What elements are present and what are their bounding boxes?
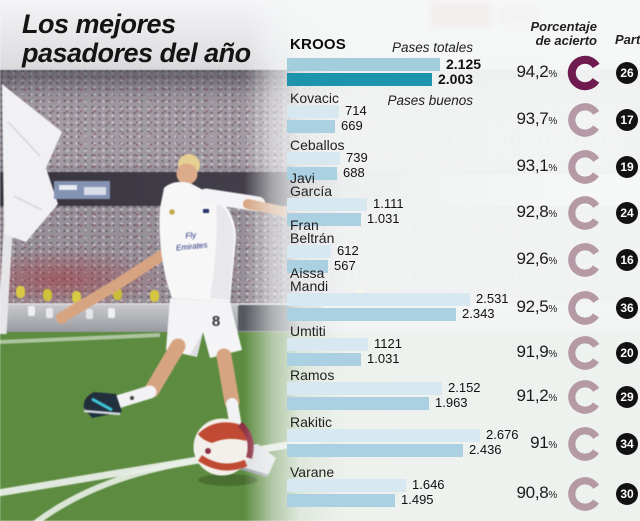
pases-totales-value: 1.646: [412, 477, 445, 492]
pases-buenos-value: 1.031: [367, 351, 400, 366]
page-title: Los mejores pasadores del año: [22, 9, 251, 68]
player-name: Ceballos: [290, 137, 345, 153]
accuracy-donut: [567, 55, 603, 91]
pases-buenos-bar: [287, 260, 328, 273]
participation-badge: 26: [616, 62, 638, 84]
percent-column-header: Porcentaje de acierto: [530, 19, 597, 49]
passers-chart: Porcentaje de acierto Part. Pases totale…: [285, 0, 640, 521]
accuracy-donut: [568, 150, 602, 184]
pases-buenos-bar: [287, 167, 337, 180]
accuracy-percent: 91,2%: [516, 386, 558, 405]
player-name: Rakitic: [290, 414, 333, 430]
accuracy-donut: [568, 336, 602, 370]
pases-totales-value: 2.531: [476, 291, 509, 306]
accuracy-donut: [568, 477, 602, 511]
pases-buenos-value: 1.495: [401, 492, 434, 507]
pases-totales-value: 1121: [374, 336, 402, 351]
player-name: Umtiti: [290, 323, 326, 339]
percent-sign: %: [548, 209, 557, 220]
player-name: Javi García: [290, 170, 333, 199]
pases-buenos-bar: [287, 397, 429, 410]
participation-badge: 16: [616, 249, 638, 271]
pases-buenos-value: 688: [343, 165, 365, 180]
player-name: KROOS: [290, 36, 347, 53]
pases-buenos-bar: [287, 444, 463, 457]
percent-sign: %: [548, 304, 557, 315]
series-label-pases-totales: Pases totales: [391, 40, 473, 55]
accuracy-donut: [568, 243, 602, 277]
pases-totales-bar: [287, 105, 339, 118]
player-name: Kovacic: [290, 90, 340, 106]
accuracy-percent: 90,8%: [516, 483, 558, 502]
pases-totales-value: 739: [346, 150, 368, 165]
pases-buenos-bar: [287, 308, 456, 321]
pases-buenos-value: 2.343: [462, 306, 495, 321]
accuracy-percent: 91%: [530, 433, 557, 452]
pases-totales-value: 2.152: [448, 380, 481, 395]
pases-totales-bar: [287, 382, 442, 395]
player-rows: KROOS 2.125 2.003 94,2% 26 Kovacic 714 669 93,7%…: [285, 0, 640, 521]
accuracy-percent: 94,2%: [516, 62, 558, 81]
pases-totales-bar: [287, 293, 470, 306]
pases-totales-value: 612: [337, 243, 359, 258]
pases-totales-value: 2.125: [446, 56, 482, 72]
pases-totales-bar: [287, 429, 480, 442]
player-name: Ramos: [290, 367, 335, 383]
participation-badge: 17: [616, 109, 638, 131]
pases-buenos-value: 1.963: [435, 395, 468, 410]
pases-buenos-value: 567: [334, 258, 356, 273]
player-name: Varane: [290, 464, 335, 480]
participation-badge: 34: [616, 433, 638, 455]
pases-totales-bar: [287, 338, 368, 351]
pases-buenos-value: 1.031: [367, 211, 400, 226]
part-column-header: Part.: [615, 32, 640, 47]
accuracy-percent: 92,5%: [516, 297, 558, 316]
pases-totales-bar: [287, 152, 340, 165]
pases-buenos-bar: [287, 494, 395, 507]
pases-buenos-value: 669: [341, 118, 363, 133]
participation-badge: 19: [616, 156, 638, 178]
pases-totales-bar: [287, 245, 331, 258]
pases-buenos-value: 2.003: [438, 71, 474, 87]
percent-sign: %: [548, 256, 557, 267]
participation-badge: 29: [616, 386, 638, 408]
pases-buenos-bar: [287, 73, 432, 86]
percent-sign: %: [548, 69, 557, 80]
pases-totales-bar: [287, 479, 406, 492]
percent-sign: %: [548, 393, 557, 404]
percent-sign: %: [548, 440, 557, 451]
participation-badge: 24: [616, 202, 638, 224]
pases-totales-bar: [287, 58, 440, 71]
accuracy-donut: [568, 380, 602, 414]
pases-totales-bar: [287, 198, 367, 211]
pases-totales-value: 2.676: [486, 427, 519, 442]
accuracy-percent: 91,9%: [516, 342, 558, 361]
accuracy-donut: [568, 103, 602, 137]
player-name: Fran Beltrán: [290, 217, 335, 246]
pases-buenos-bar: [287, 213, 361, 226]
pases-totales-value: 1.111: [373, 196, 404, 211]
accuracy-donut: [568, 427, 602, 461]
pases-buenos-bar: [287, 120, 335, 133]
player-name: Aissa Mandi: [290, 265, 329, 294]
percent-sign: %: [548, 116, 557, 127]
percent-sign: %: [548, 490, 557, 501]
accuracy-percent: 92,8%: [516, 202, 558, 221]
participation-badge: 30: [616, 483, 638, 505]
accuracy-donut: [568, 196, 602, 230]
pases-buenos-bar: [287, 353, 361, 366]
accuracy-percent: 93,7%: [516, 109, 558, 128]
percent-sign: %: [548, 163, 557, 174]
percent-sign: %: [548, 349, 557, 360]
accuracy-percent: 93,1%: [516, 156, 558, 175]
accuracy-percent: 92,6%: [516, 249, 558, 268]
accuracy-donut: [568, 291, 602, 325]
pases-buenos-value: 2.436: [469, 442, 502, 457]
participation-badge: 36: [616, 297, 638, 319]
participation-badge: 20: [616, 342, 638, 364]
series-label-pases-buenos: Pases buenos: [387, 93, 473, 108]
pases-totales-value: 714: [345, 103, 367, 118]
